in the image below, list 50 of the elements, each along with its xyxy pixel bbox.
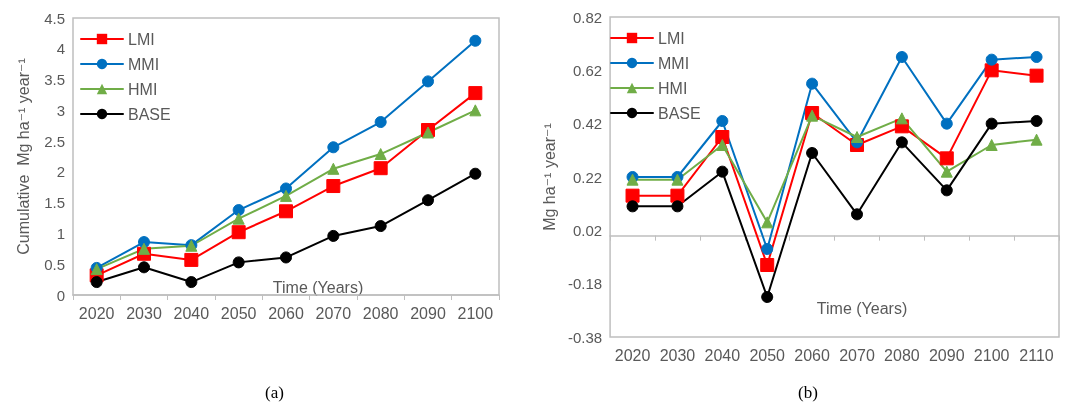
legend-label: BASE <box>658 104 701 122</box>
legend-label: HMI <box>128 80 158 98</box>
x-tick-label: 2100 <box>973 346 1010 364</box>
x-tick-label: 2050 <box>749 346 786 364</box>
x-tick-label: 2030 <box>126 304 162 322</box>
legend-label: LMI <box>658 29 685 47</box>
y-tick-label: 0.42 <box>572 115 603 133</box>
y-tick-label: 0.5 <box>44 255 65 273</box>
x-tick-label: 2090 <box>410 304 446 322</box>
y-tick-label: 0.62 <box>572 61 603 79</box>
legend-label: BASE <box>128 105 171 123</box>
legend-label: LMI <box>128 30 155 48</box>
x-tick-label: 2040 <box>704 346 741 364</box>
text: (b) <box>798 383 818 402</box>
x-tick-label: 2070 <box>839 346 875 364</box>
x-tick-label: 2080 <box>884 346 920 364</box>
x-tick-label: 2060 <box>794 346 830 364</box>
y-tick-label: 1 <box>56 224 65 242</box>
y-tick-label: 0.22 <box>572 168 603 186</box>
y-tick-label: 0.82 <box>572 8 603 26</box>
y-tick-label: 0 <box>56 286 65 304</box>
x-tick-label: 2110 <box>1019 346 1054 364</box>
x-tick-label: 2030 <box>659 346 696 364</box>
x-tick-label: 2080 <box>362 304 399 322</box>
x-tick-label: 2050 <box>220 304 257 322</box>
legend-label: MMI <box>658 54 690 72</box>
x-tick-label: 2070 <box>315 304 352 322</box>
y-tick-label: 3 <box>56 101 65 119</box>
y-axis-title: Mg ha⁻¹ year⁻¹ <box>540 123 558 231</box>
y-tick-label: 0.02 <box>572 221 603 239</box>
text: (a) <box>265 383 284 402</box>
y-tick-label: 4 <box>56 40 65 58</box>
y-tick-label: 3.5 <box>44 71 65 89</box>
x-tick-label: 2100 <box>457 304 494 322</box>
x-axis-title: Time (Years) <box>272 278 364 296</box>
x-tick-label: 2090 <box>928 346 965 364</box>
x-tick-label: 2020 <box>78 304 115 322</box>
y-tick-label: 2 <box>56 163 65 181</box>
y-tick-label: -0.18 <box>567 275 603 293</box>
x-axis-title: Time (Years) <box>816 299 908 317</box>
y-tick-label: 1.5 <box>44 194 65 212</box>
y-tick-label: 2.5 <box>44 132 65 150</box>
x-tick-label: 2060 <box>268 304 304 322</box>
y-tick-label: 4.5 <box>44 9 65 27</box>
x-tick-label: 2020 <box>614 346 651 364</box>
legend-label: HMI <box>658 79 688 97</box>
y-tick-label: -0.38 <box>567 328 603 346</box>
legend-label: MMI <box>128 55 160 73</box>
x-tick-label: 2040 <box>173 304 210 322</box>
y-axis-title: Cumulative Mg ha⁻¹ year⁻¹ <box>14 58 32 255</box>
